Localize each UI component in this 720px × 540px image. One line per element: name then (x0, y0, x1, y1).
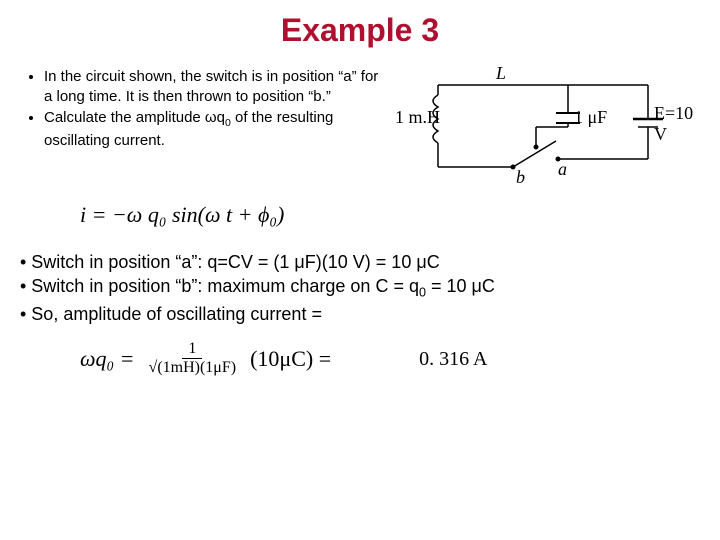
circuit-region: L 1 m.H 1 μF E=10 V b a (388, 67, 702, 152)
capacitor-label: 1 μF (574, 107, 607, 128)
result-line-1: • Switch in position “a”: q=CV = (1 μF)(… (20, 250, 720, 274)
eq2-numerator: 1 (182, 340, 202, 359)
bullet-1: In the circuit shown, the switch is in p… (44, 67, 388, 106)
node-b-label: b (516, 167, 525, 188)
r2-pre: • Switch in position “b”: maximum charge… (20, 276, 419, 296)
eq2-mult: (10μC) = (250, 346, 331, 372)
eq1-text: i = −ω q₀ sin(ω t + ϕ₀) (80, 202, 284, 227)
final-answer: 0. 316 A (419, 348, 487, 371)
title-text: Example 3 (281, 12, 439, 48)
bullet-1-text: In the circuit shown, the switch is in p… (44, 68, 378, 105)
bullet-2: Calculate the amplitude ωq0 of the resul… (44, 108, 388, 150)
inductor-symbol: L (496, 63, 506, 84)
node-a-label: a (558, 159, 567, 180)
result-line-3: • So, amplitude of oscillating current = (20, 302, 720, 326)
r2-sub: 0 (419, 286, 426, 300)
page-title: Example 3 (0, 0, 720, 49)
eq2-fraction: 1 √(1mH)(1μF) (143, 340, 243, 378)
upper-section: In the circuit shown, the switch is in p… (0, 67, 720, 152)
eq2-denominator: √(1mH)(1μF) (143, 359, 243, 379)
bullet-2-pre: Calculate the amplitude ωq (44, 109, 225, 126)
problem-statement: In the circuit shown, the switch is in p… (28, 67, 388, 152)
current-equation: i = −ω q₀ sin(ω t + ϕ₀) (80, 202, 720, 228)
r2-post: = 10 μC (426, 276, 495, 296)
amplitude-equation: ωq₀ = 1 √(1mH)(1μF) (10μC) = 0. 316 A (80, 340, 720, 378)
eq2-lhs: ωq₀ = (80, 346, 135, 372)
result-line-2: • Switch in position “b”: maximum charge… (20, 274, 720, 302)
solution-steps: • Switch in position “a”: q=CV = (1 μF)(… (20, 250, 720, 326)
emf-label: E=10 V (654, 103, 702, 145)
inductor-label: 1 m.H (380, 107, 440, 128)
